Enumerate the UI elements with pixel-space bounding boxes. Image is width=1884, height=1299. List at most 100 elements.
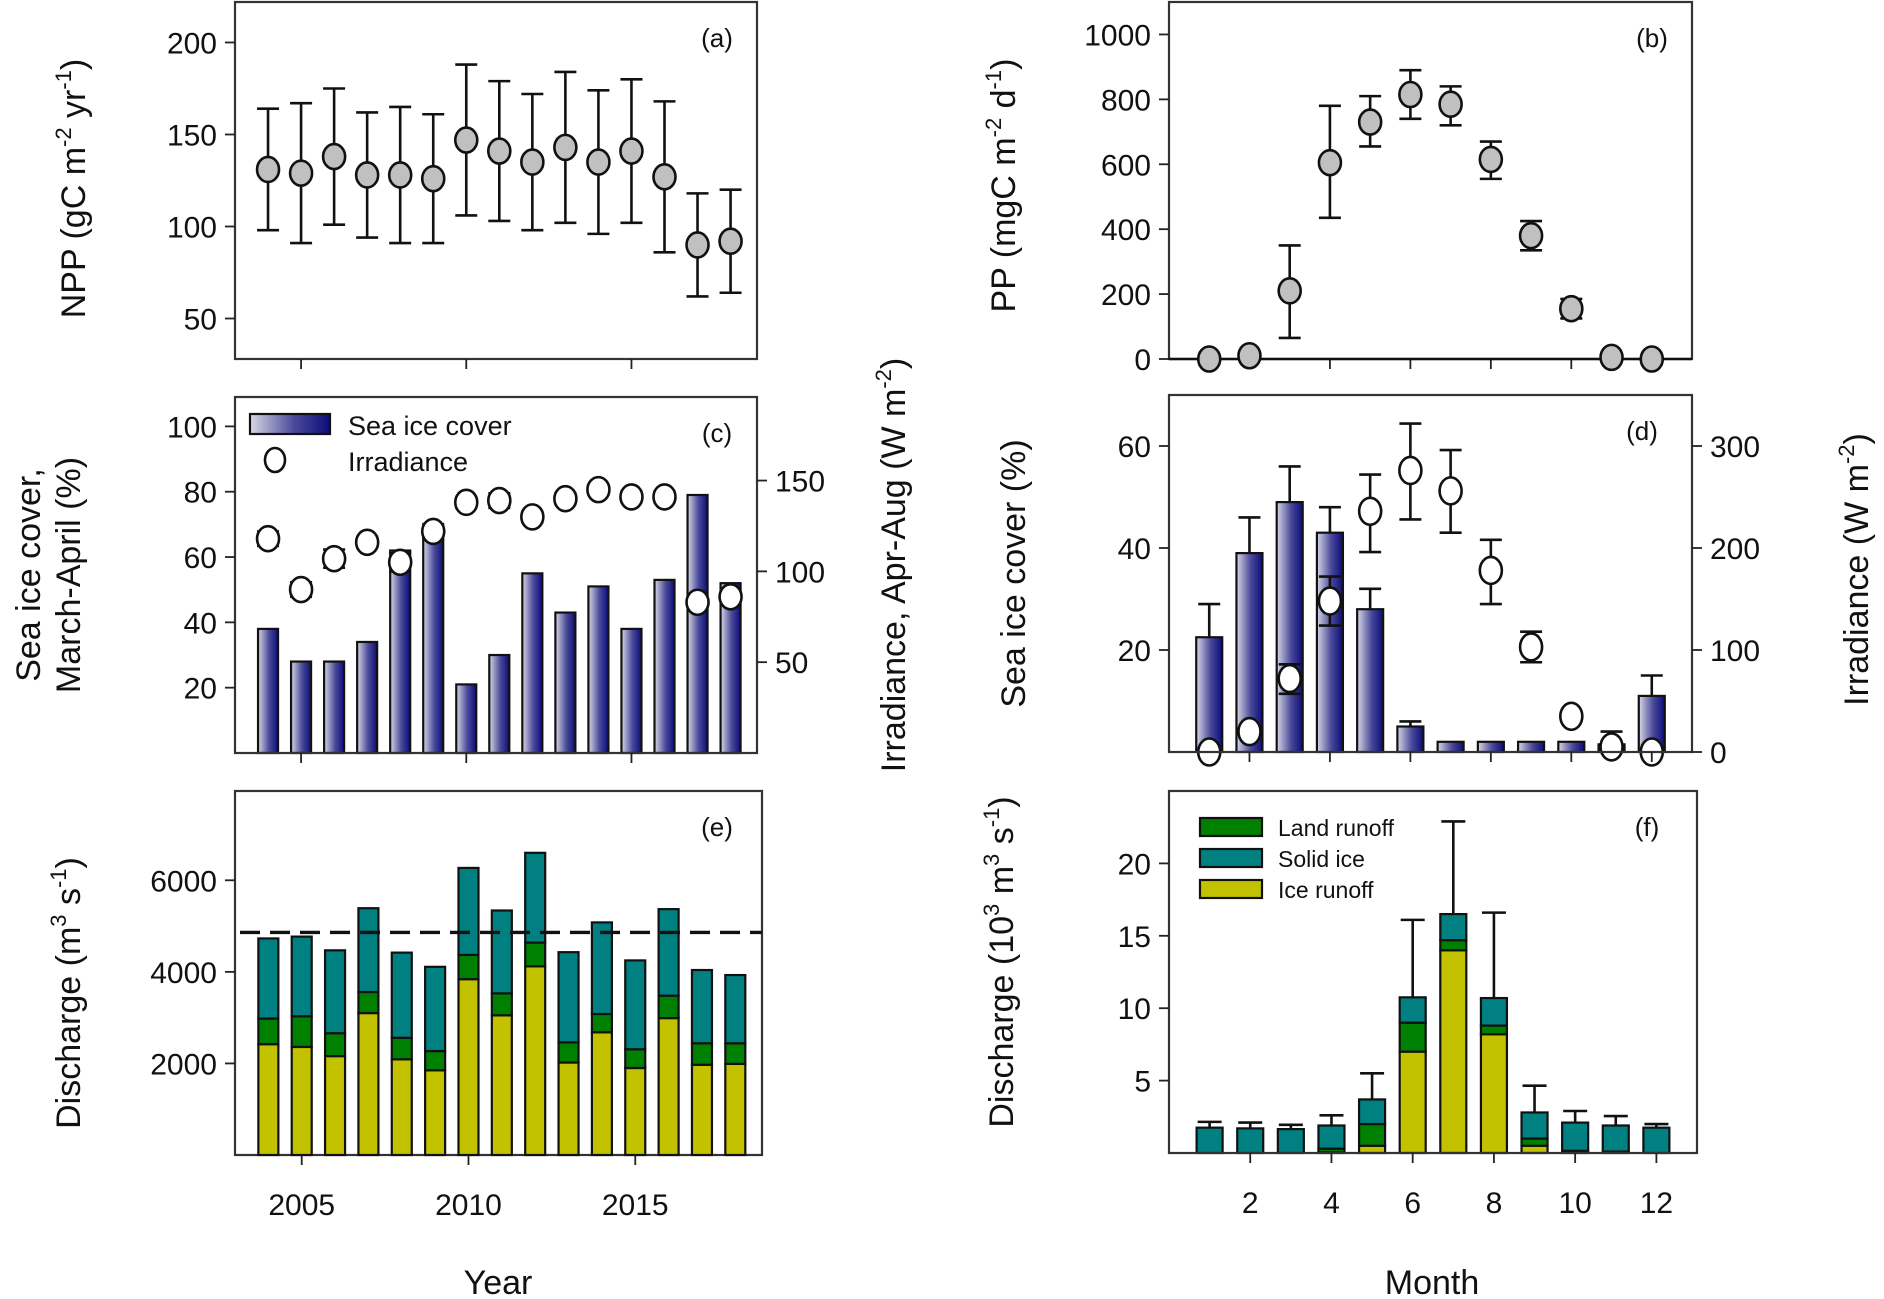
panel-a-npp: 50 100 150 200 (a) NPP (gC m-2 yr-1) <box>51 0 759 369</box>
bar-segment-land-runoff <box>1479 1024 1509 1036</box>
legend-label-solid-ice: Solid ice <box>1278 846 1365 872</box>
data-point-irradiance <box>420 517 446 546</box>
superscript: -2 <box>871 369 896 389</box>
data-point-irradiance <box>1317 586 1343 616</box>
legend-label-sea-ice-cover: Sea ice cover <box>348 411 512 441</box>
y-tick-label-f: 5 <box>1134 1066 1151 1099</box>
y-tick-label-d: 60 <box>1118 431 1151 464</box>
bar-segment-solid-ice <box>557 951 580 1044</box>
bar-segment-land-runoff <box>624 1048 647 1070</box>
bar-segment-land-runoff <box>323 1032 347 1058</box>
bar-sea-ice-cover <box>488 653 511 755</box>
superscript: -1 <box>51 70 76 90</box>
data-point-irradiance <box>586 475 611 504</box>
bar-segment-solid-ice <box>490 909 513 995</box>
bar-sea-ice-cover <box>521 572 544 755</box>
bar-segment-solid-ice <box>457 866 480 957</box>
y-tick-label-b: 0 <box>1134 344 1151 377</box>
x-tick-label-f: 2 <box>1242 1187 1259 1220</box>
bar-segment-solid-ice <box>524 851 547 944</box>
bar-segment-solid-ice <box>1195 1126 1224 1155</box>
legend-swatch-solid-ice <box>1198 847 1264 869</box>
bar-segment-land-runoff <box>390 1036 413 1061</box>
x-tick-label-f: 6 <box>1404 1187 1421 1220</box>
y-axis-title-d: Sea ice cover (%) <box>995 439 1033 707</box>
data-point-irradiance <box>718 582 743 611</box>
bar-segment-solid-ice <box>1317 1124 1346 1150</box>
y-tick-label-c: 80 <box>184 477 217 510</box>
x-tick-label-f: 12 <box>1640 1187 1673 1220</box>
legend-label-ice-runoff: Ice runoff <box>1278 877 1374 903</box>
superscript: -1 <box>981 70 1006 90</box>
y-tick-label-e: 6000 <box>150 865 217 898</box>
bar-segment-solid-ice <box>690 968 714 1045</box>
plot-frame-b <box>1167 0 1694 361</box>
y-axis-title-c-right: Irradiance, Apr-Aug (W m-2) <box>871 358 913 772</box>
y-tick-label-b: 800 <box>1101 84 1151 117</box>
bar-sea-ice-cover <box>323 660 346 755</box>
bar-segment-solid-ice <box>257 937 280 1020</box>
bar-segment-solid-ice <box>1601 1124 1630 1153</box>
data-point-irradiance <box>619 483 644 511</box>
superscript: -2 <box>981 118 1006 138</box>
panel-b-pp: 0 200 400 600 800 1000 (b) PP (mgC m-2 d-1) <box>981 0 1694 377</box>
bar-sea-ice-cover <box>256 627 280 755</box>
legend-label-irradiance: Irradiance <box>348 447 468 477</box>
y-axis-title-c-line2: March-April (%) <box>50 457 88 693</box>
data-point-irradiance <box>553 484 578 513</box>
title-text: PP (mgC m <box>985 137 1023 312</box>
y2-tick-label-d: 200 <box>1710 533 1760 566</box>
data-point-irradiance <box>487 486 512 515</box>
bar-segment-ice-runoff <box>524 965 547 1157</box>
bar-segment-ice-runoff <box>323 1055 347 1157</box>
bar-segment-solid-ice <box>1357 1098 1387 1126</box>
bar-segment-land-runoff <box>724 1042 747 1065</box>
bar-segment-land-runoff <box>1398 1021 1427 1053</box>
bar-segment-ice-runoff <box>424 1069 447 1157</box>
bar-sea-ice-cover <box>1557 740 1586 754</box>
y2-tick-label-d: 0 <box>1710 737 1727 770</box>
bar-sea-ice-cover <box>1275 501 1304 754</box>
bar-segment-land-runoff <box>690 1042 714 1066</box>
bar-segment-land-runoff <box>457 953 480 981</box>
y2-tick-label-c: 50 <box>775 647 808 680</box>
bar-segment-land-runoff <box>590 1012 613 1034</box>
data-point-npp <box>487 137 512 165</box>
y-tick-label-e: 2000 <box>150 1048 217 1081</box>
legend-swatch-land-runoff <box>1198 816 1264 838</box>
plot-frame-a <box>233 0 759 361</box>
superscript: -2 <box>51 127 76 147</box>
bar-segment-land-runoff <box>657 994 680 1020</box>
data-point-npp <box>420 164 446 193</box>
data-point-irradiance <box>1277 663 1302 694</box>
y-axis-title-d-right: Irradiance (W m-2) <box>1834 433 1876 706</box>
title-text: m <box>983 866 1021 904</box>
x-axis-title-year: Year <box>464 1264 533 1299</box>
bar-sea-ice-cover <box>1315 531 1345 754</box>
bar-segment-solid-ice <box>724 973 747 1045</box>
bar-segment-solid-ice <box>424 965 447 1053</box>
superscript: 3 <box>979 904 1004 916</box>
y-axis-title-a: NPP (gC m-2 yr-1) <box>51 59 93 319</box>
title-text: ) <box>983 796 1021 807</box>
bar-segment-solid-ice <box>657 908 680 997</box>
data-point-npp <box>255 155 281 184</box>
data-point-pp <box>1599 343 1624 372</box>
bar-segment-ice-runoff <box>1398 1050 1427 1155</box>
bar-segment-ice-runoff <box>590 1031 613 1157</box>
data-point-pp <box>1277 277 1302 305</box>
data-point-pp <box>1518 221 1544 250</box>
panel-c-sea-ice-annual: 20 40 60 80 100 50 100 150 (c) Sea ice cover Irrad… <box>10 358 913 772</box>
bar-sea-ice-cover <box>620 627 643 755</box>
panel-label-b: (b) <box>1636 23 1668 53</box>
bar-segment-land-runoff <box>357 990 380 1015</box>
y-axis-title-c-line1: Sea ice cover, <box>10 468 48 682</box>
data-point-npp <box>619 137 644 165</box>
bar-segment-ice-runoff <box>357 1011 380 1157</box>
bar-segment-land-runoff <box>290 1015 313 1049</box>
y-tick-label-b: 1000 <box>1084 19 1151 52</box>
title-text: Discharge (m <box>50 927 88 1129</box>
data-point-npp <box>520 148 545 176</box>
